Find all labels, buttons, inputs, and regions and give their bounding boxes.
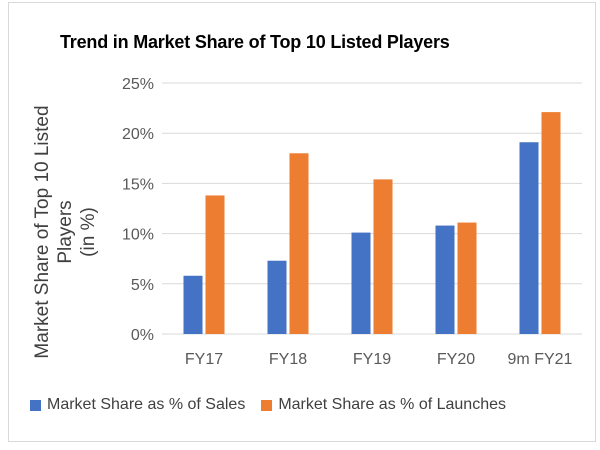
bar-sales bbox=[267, 260, 287, 334]
legend-item-launches: Market Share as % of Launches bbox=[261, 396, 506, 414]
x-tick-label: FY17 bbox=[185, 351, 223, 368]
legend-item-sales: Market Share as % of Sales bbox=[30, 396, 245, 414]
legend-swatch-launches bbox=[261, 399, 273, 411]
legend-label-launches: Market Share as % of Launches bbox=[278, 396, 506, 413]
legend-label-sales: Market Share as % of Sales bbox=[47, 396, 246, 413]
legend-swatch-sales bbox=[30, 399, 41, 411]
y-axis-label: Market Share of Top 10 Listed Players (in … bbox=[32, 105, 99, 358]
y-tick-label: 25% bbox=[122, 76, 154, 93]
chart-title: Trend in Market Share of Top 10 Listed P… bbox=[60, 32, 450, 52]
y-tick-label: 5% bbox=[131, 277, 154, 294]
bar-launches bbox=[289, 153, 309, 334]
bar-launches bbox=[373, 179, 393, 334]
x-tick-label: 9m FY21 bbox=[508, 351, 573, 368]
x-tick-label: FY20 bbox=[437, 351, 475, 368]
legend: Market Share as % of Sales Market Share … bbox=[30, 396, 522, 414]
y-tick-label: 20% bbox=[122, 126, 154, 143]
y-tick-label: 0% bbox=[131, 327, 154, 344]
bar-launches bbox=[457, 222, 477, 334]
bar-sales bbox=[351, 232, 371, 334]
bar-launches bbox=[205, 195, 225, 334]
x-tick-label: FY18 bbox=[269, 351, 307, 368]
y-tick-label: 10% bbox=[122, 227, 154, 244]
y-tick-label: 15% bbox=[122, 176, 154, 193]
bar-sales bbox=[519, 142, 539, 334]
x-tick-label: FY19 bbox=[353, 351, 391, 368]
bar-launches bbox=[541, 112, 561, 334]
bar-sales bbox=[435, 225, 455, 334]
bar-sales bbox=[183, 275, 203, 334]
